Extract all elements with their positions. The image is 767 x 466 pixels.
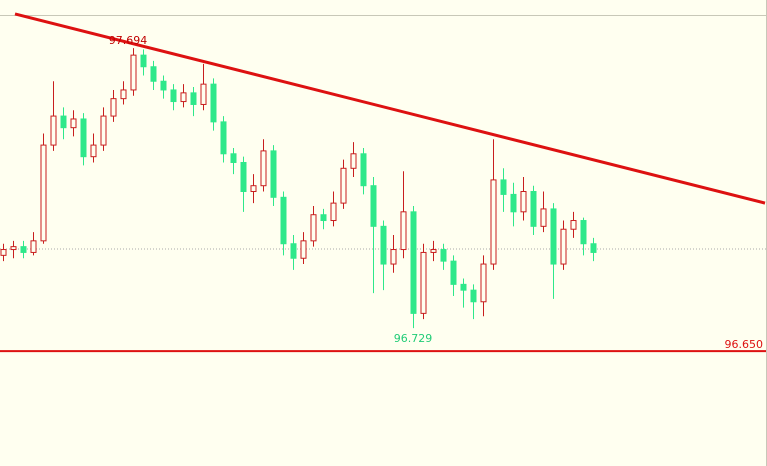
- candle-body: [260, 150, 267, 187]
- candle-body: [280, 196, 287, 245]
- candle-body: [250, 185, 257, 193]
- candle-body: [460, 283, 467, 291]
- candle-body: [190, 92, 197, 105]
- candle-body: [500, 179, 507, 195]
- candle-body: [540, 208, 547, 227]
- candle-body: [130, 54, 137, 91]
- candle-body: [330, 202, 337, 222]
- candle-body: [490, 179, 497, 265]
- candle-body: [150, 66, 157, 82]
- candle-body: [400, 211, 407, 251]
- candle-body: [320, 214, 327, 222]
- candle-body: [570, 220, 577, 230]
- low-label: 96.729: [394, 332, 433, 345]
- candle-body: [290, 243, 297, 259]
- candle-body: [70, 118, 77, 129]
- candle-body: [110, 98, 117, 117]
- candle-body: [210, 83, 217, 123]
- candle-body: [420, 251, 427, 314]
- trendline: [14, 12, 766, 205]
- candle-body: [50, 115, 57, 146]
- candle-body: [140, 54, 147, 68]
- candle-body: [560, 228, 567, 265]
- candle-body: [100, 115, 107, 146]
- candle-body: [360, 153, 367, 187]
- candle-body: [470, 289, 477, 303]
- candle-body: [10, 246, 17, 251]
- candle-body: [450, 260, 457, 285]
- candle-body: [200, 83, 207, 105]
- candle-body: [180, 92, 187, 103]
- candle-body: [580, 220, 587, 245]
- candle-body: [20, 246, 27, 253]
- candle-body: [310, 214, 317, 242]
- candle-body: [80, 118, 87, 158]
- candle-body: [520, 191, 527, 213]
- candle-body: [430, 249, 437, 253]
- candle-body: [300, 240, 307, 259]
- candle-body: [90, 144, 97, 158]
- candle-body: [230, 153, 237, 163]
- support-label: 96.650: [725, 338, 764, 351]
- candle-body: [510, 193, 517, 213]
- candle-body: [530, 191, 537, 227]
- candle-body: [60, 115, 67, 129]
- candle-body: [30, 240, 37, 253]
- high-label: 97.694: [109, 34, 148, 47]
- candle-body: [390, 249, 397, 265]
- candle-body: [240, 161, 247, 193]
- candle-body: [0, 249, 7, 256]
- candle-body: [270, 150, 277, 198]
- candle-body: [440, 249, 447, 262]
- candle-body: [120, 89, 127, 100]
- candle-body: [160, 80, 167, 91]
- candle-body: [40, 144, 47, 242]
- candle-body: [550, 208, 557, 265]
- candle-body: [480, 263, 487, 303]
- candle-body: [220, 121, 227, 155]
- candle-body: [590, 243, 597, 253]
- candle-body: [170, 89, 177, 103]
- candle-body: [340, 167, 347, 204]
- candle-body: [410, 211, 417, 314]
- candle-body: [370, 185, 377, 227]
- candle-body: [350, 153, 357, 169]
- candle-body: [380, 225, 387, 265]
